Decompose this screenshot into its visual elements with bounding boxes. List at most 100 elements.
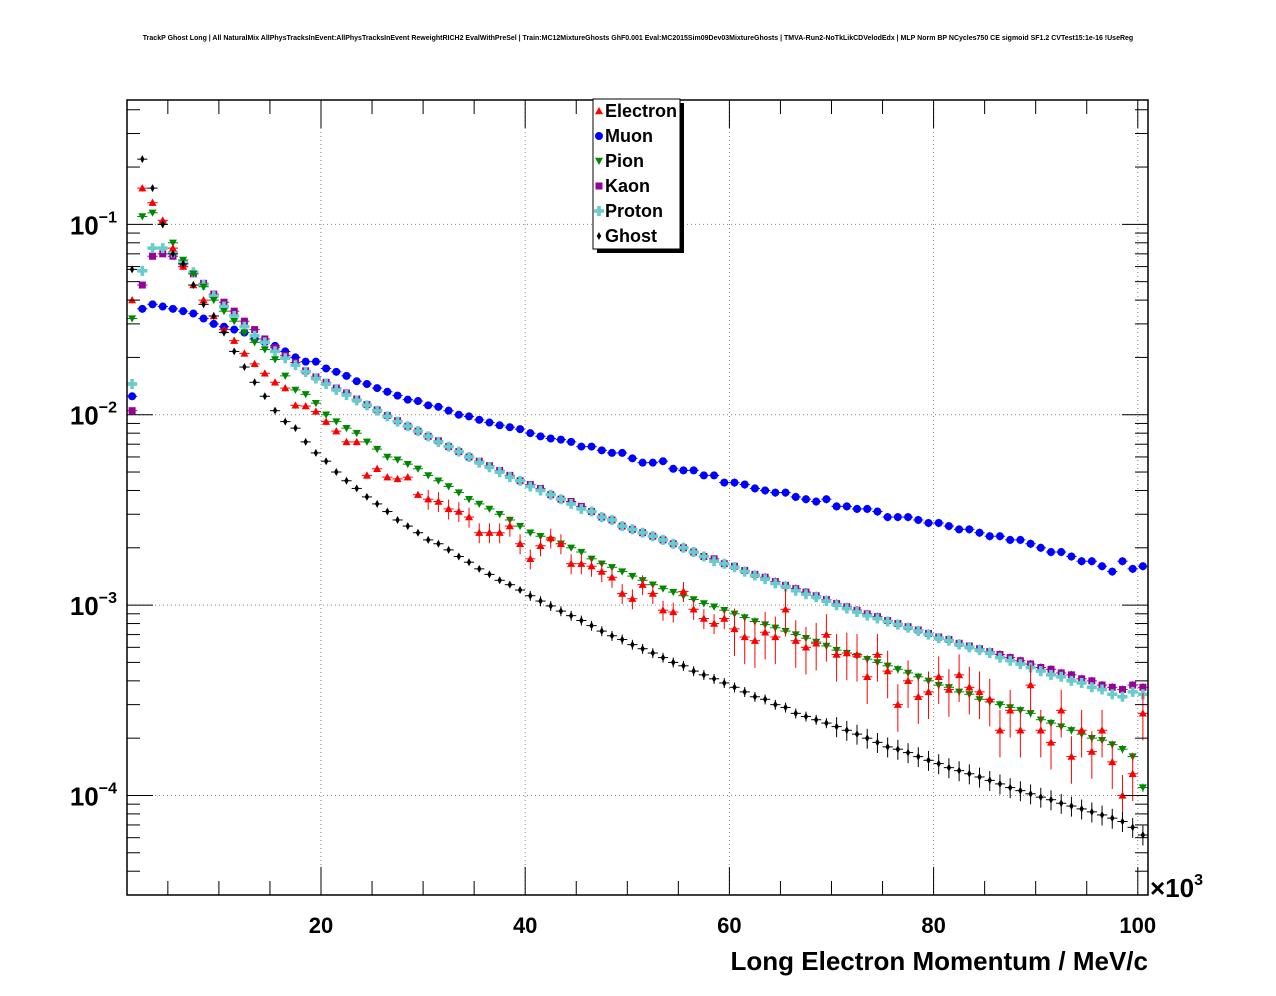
data-point [1128,769,1137,777]
data-point [967,769,972,778]
data-point [997,779,1003,788]
data-point [536,541,545,549]
data-point [331,384,342,395]
data-point [780,581,791,592]
data-point [1099,810,1105,819]
data-point [362,471,371,479]
data-point [719,558,730,569]
data-point [803,712,809,721]
data-point [668,538,679,549]
data-point [773,700,778,709]
data-point [783,703,788,712]
legend-label-muon: Muon [605,126,653,146]
data-point [475,528,484,536]
data-point [465,513,474,521]
data-point [995,726,1004,734]
data-point [1047,548,1056,557]
data-point [332,418,341,426]
data-point [1139,683,1147,691]
data-point [905,748,911,757]
data-point [1117,691,1128,702]
data-point [352,429,361,438]
data-point [303,437,308,446]
data-point [660,653,666,662]
data-point [374,499,380,508]
data-point [218,301,229,312]
data-point [709,556,720,567]
data-point [933,633,944,644]
data-point [628,594,637,602]
data-point [301,357,310,366]
data-point [750,484,759,493]
data-point [710,471,719,480]
data-point [812,497,821,506]
data-point [730,478,739,487]
data-point [1138,562,1147,571]
data-point [1110,814,1115,823]
data-point [659,585,668,593]
data-point [607,564,616,572]
data-point [240,329,249,337]
data-point [548,601,553,610]
data-point [689,605,698,613]
data-point [180,259,186,268]
data-point [311,357,320,366]
data-point [1046,669,1057,680]
data-point [1026,710,1035,718]
data-points [127,155,1148,846]
data-point [872,613,883,624]
data-point [1118,557,1127,566]
data-point [526,429,535,438]
data-point [138,281,146,289]
data-point [140,155,145,164]
data-point [863,504,872,513]
data-point [526,554,535,563]
data-point [934,672,943,681]
data-point [863,672,872,681]
data-point [821,596,832,607]
x-multiplier-text: ×103 [1150,872,1203,903]
data-point [189,309,198,318]
data-point [965,683,974,691]
data-point [475,500,484,508]
data-point [812,639,821,647]
data-point [127,379,138,390]
series-pion [127,209,1148,792]
data-point [1087,747,1096,755]
data-point [168,239,177,247]
data-point [321,379,332,390]
data-point [352,377,361,386]
data-point [994,652,1005,663]
data-point [987,776,992,785]
data-point [545,489,556,500]
data-point [955,670,964,679]
data-point [403,395,412,404]
data-point [1138,709,1147,717]
data-point [495,421,504,430]
data-point [137,265,148,276]
data-point [640,644,645,653]
data-point [138,184,147,192]
series-muon [127,300,1148,576]
data-point [710,603,719,611]
data-point [322,411,331,419]
data-point [1067,671,1075,679]
data-point [822,495,831,504]
data-point [589,621,594,630]
data-point [599,627,604,636]
data-point [637,527,648,538]
data-point [1089,807,1095,816]
data-point [474,457,485,468]
data-point [242,363,247,372]
data-point [1036,726,1045,734]
data-point [577,548,586,557]
data-point [280,353,291,364]
data-point [385,507,390,516]
data-point [1066,675,1077,686]
data-point [393,391,402,400]
x-tick-label: 80 [921,913,945,938]
data-point [678,542,689,553]
data-point [240,349,249,357]
data-point [1118,686,1126,694]
data-point [749,570,760,581]
